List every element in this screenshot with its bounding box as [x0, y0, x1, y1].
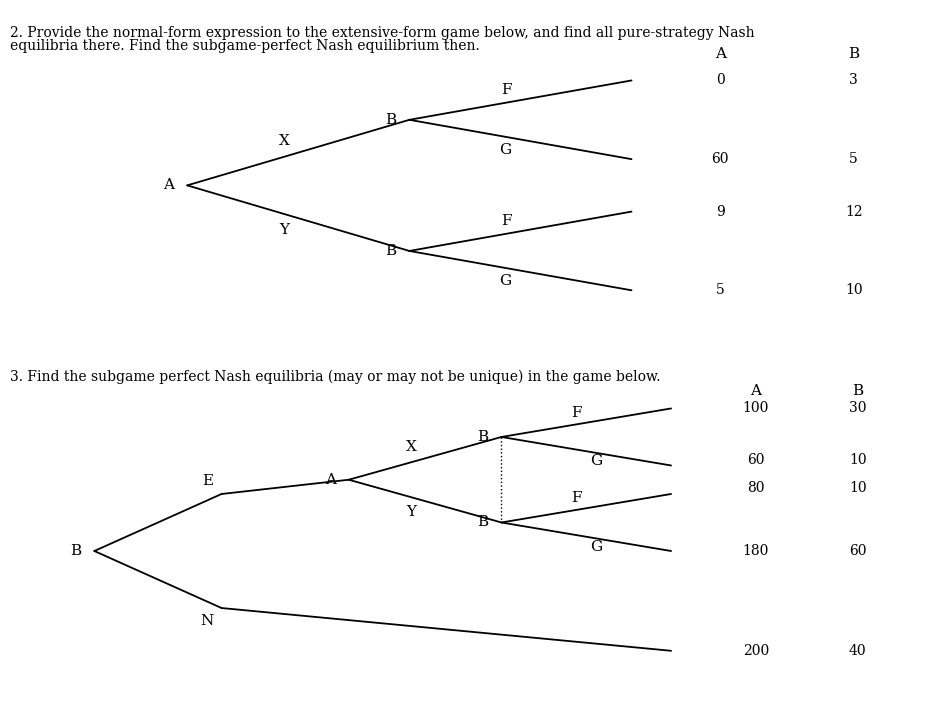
Text: B: B	[478, 516, 488, 530]
Text: 9: 9	[716, 204, 724, 219]
Text: 5: 5	[716, 283, 724, 297]
Text: 60: 60	[849, 544, 866, 558]
Text: 2. Provide the normal-form expression to the extensive-form game below, and find: 2. Provide the normal-form expression to…	[10, 26, 754, 40]
Text: G: G	[499, 143, 511, 157]
Text: 80: 80	[747, 481, 764, 495]
Text: 3: 3	[849, 74, 858, 87]
Text: 100: 100	[743, 401, 769, 415]
Text: X: X	[406, 440, 417, 454]
Text: 60: 60	[747, 453, 764, 467]
Text: N: N	[200, 613, 213, 628]
Text: Y: Y	[279, 223, 289, 237]
Text: F: F	[571, 491, 582, 506]
Text: X: X	[279, 134, 289, 148]
Text: 0: 0	[716, 74, 724, 87]
Text: 60: 60	[711, 152, 729, 166]
Text: A: A	[750, 385, 762, 398]
Text: 180: 180	[743, 544, 769, 558]
Text: equilibria there. Find the subgame-perfect Nash equilibrium then.: equilibria there. Find the subgame-perfe…	[10, 39, 479, 54]
Text: 30: 30	[849, 401, 866, 415]
Text: G: G	[590, 454, 603, 468]
Text: 5: 5	[849, 152, 858, 166]
Text: E: E	[202, 474, 213, 488]
Text: Y: Y	[407, 506, 417, 519]
Text: F: F	[501, 83, 511, 97]
Text: 40: 40	[849, 644, 866, 658]
Text: A: A	[715, 47, 725, 61]
Text: F: F	[501, 214, 511, 228]
Text: A: A	[163, 178, 174, 192]
Text: G: G	[499, 274, 511, 288]
Text: B: B	[852, 385, 863, 398]
Text: G: G	[590, 540, 603, 553]
Text: 200: 200	[743, 644, 769, 658]
Text: F: F	[571, 406, 582, 420]
Text: B: B	[385, 244, 396, 258]
Text: 10: 10	[844, 283, 863, 297]
Text: 10: 10	[849, 453, 866, 467]
Text: B: B	[385, 113, 396, 127]
Text: B: B	[848, 47, 860, 61]
Text: 10: 10	[849, 481, 866, 495]
Text: 12: 12	[844, 204, 863, 219]
Text: A: A	[325, 473, 336, 487]
Text: B: B	[478, 430, 488, 444]
Text: B: B	[70, 544, 82, 558]
Text: 3. Find the subgame perfect Nash equilibria (may or may not be unique) in the ga: 3. Find the subgame perfect Nash equilib…	[10, 370, 660, 385]
